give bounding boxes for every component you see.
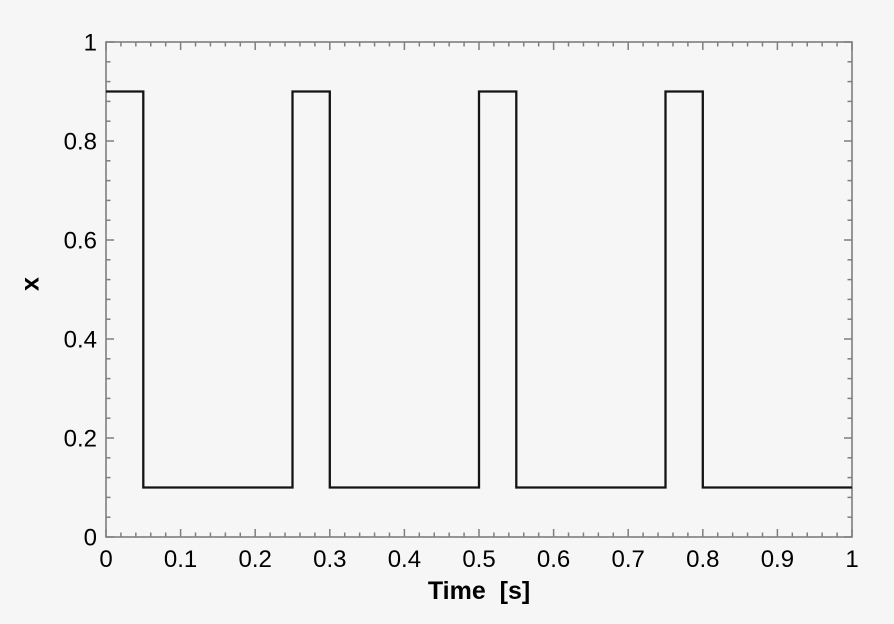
y-tick-label: 0.8	[64, 129, 97, 156]
x-tick-label: 0.1	[164, 546, 197, 573]
y-tick-label: 0.4	[64, 327, 97, 354]
x-tick-label: 0.2	[239, 546, 272, 573]
x-tick-label: 0.9	[761, 546, 794, 573]
y-tick-label: 0.6	[64, 228, 97, 255]
x-tick-label: 0.6	[537, 546, 570, 573]
x-tick-label: 0.3	[313, 546, 346, 573]
y-tick-label: 0	[84, 525, 97, 552]
x-tick-label: 1	[845, 546, 858, 573]
y-tick-label: 0.2	[64, 426, 97, 453]
x-tick-label: 0.5	[462, 546, 495, 573]
x-tick-label: 0.7	[612, 546, 645, 573]
x-tick-label: 0.8	[686, 546, 719, 573]
x-tick-label: 0	[99, 546, 112, 573]
y-axis-title: x	[16, 277, 45, 291]
waveform-line	[106, 90, 852, 489]
y-tick-label: 1	[84, 30, 97, 57]
x-axis-title: Time [s]	[427, 577, 531, 605]
x-tick-label: 0.4	[388, 546, 421, 573]
